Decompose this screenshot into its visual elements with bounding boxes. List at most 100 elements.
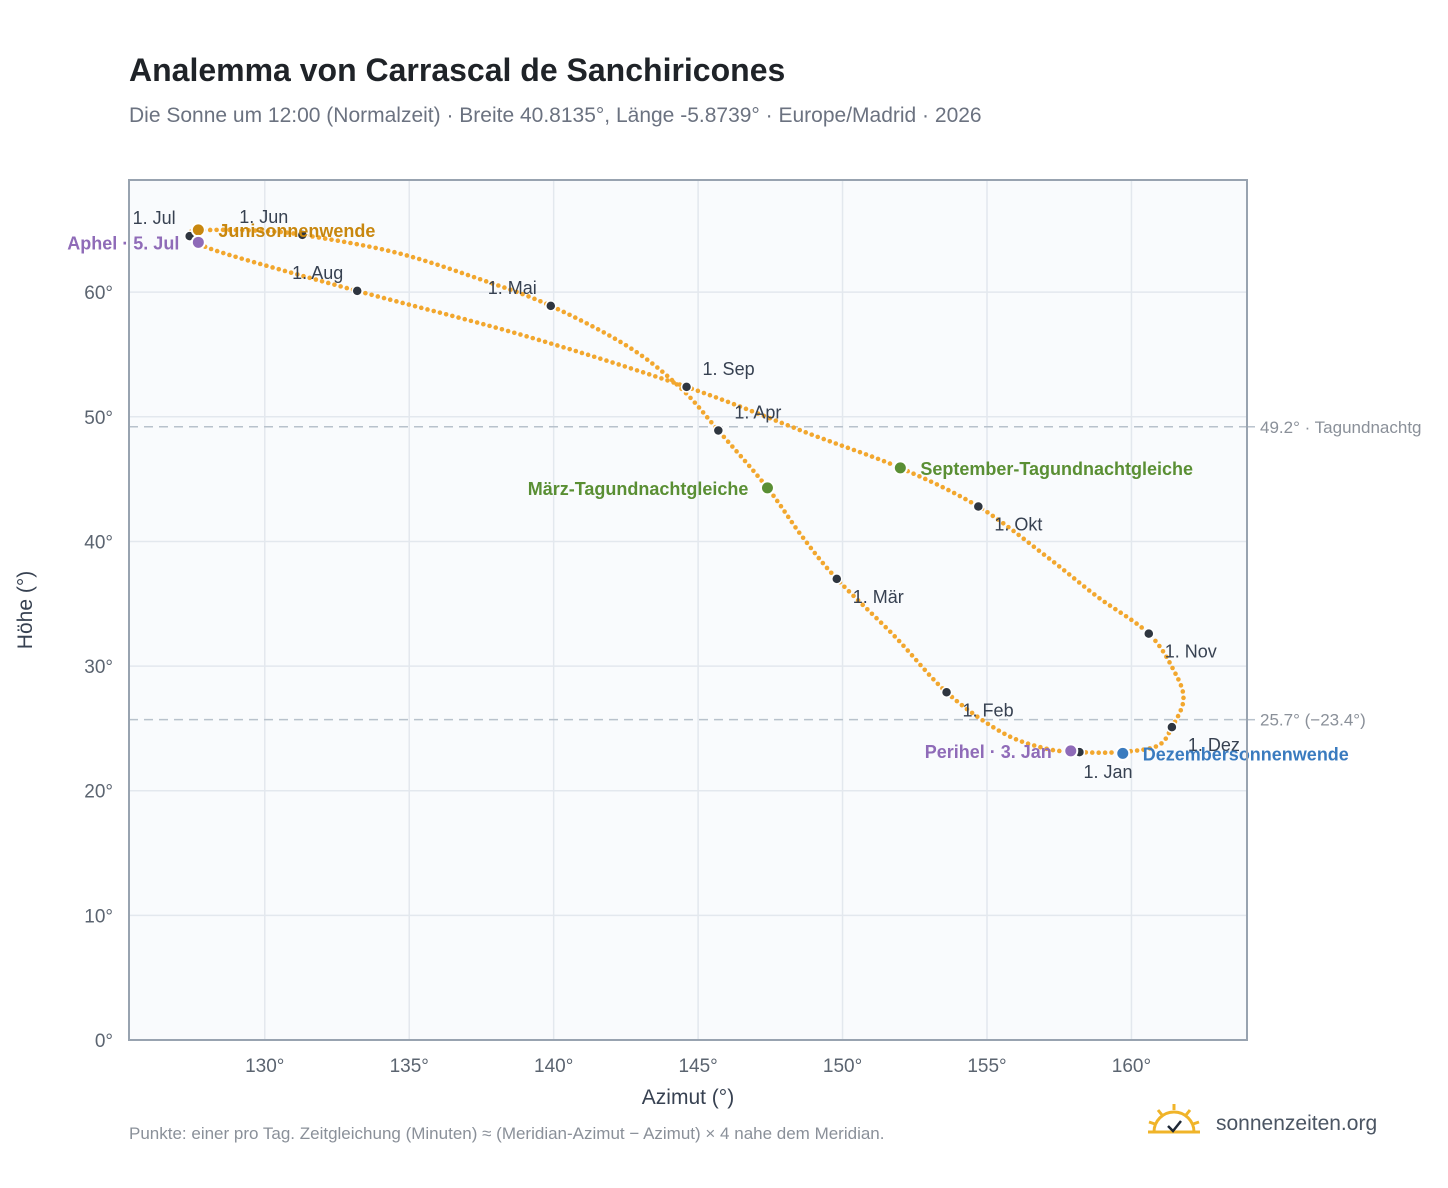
day-dot: [381, 295, 387, 301]
month-label: 1. Nov: [1165, 642, 1217, 662]
day-dot: [1000, 521, 1006, 526]
footnote: Punkte: einer pro Tag. Zeitgleichung (Mi…: [129, 1124, 885, 1143]
day-dot: [233, 254, 238, 260]
day-dot: [761, 413, 767, 419]
day-dot: [579, 350, 585, 356]
day-dot: [1031, 544, 1037, 550]
day-dot: [917, 474, 922, 479]
day-dot: [1159, 741, 1164, 746]
day-dot: [964, 706, 970, 712]
day-dot: [502, 285, 507, 290]
month-marker: [296, 229, 309, 241]
day-dot: [985, 510, 990, 515]
x-tick-label: 160°: [1112, 1056, 1151, 1077]
day-dot: [863, 452, 869, 457]
month-marker: [680, 381, 693, 393]
day-dot: [785, 423, 791, 428]
month-label: 1. Feb: [963, 700, 1014, 720]
day-dot: [607, 333, 612, 338]
brand[interactable]: sonnenzeiten.org: [1146, 1102, 1396, 1146]
event-markers: Junisonnenwende Aphel · 5. Jul März-Tagund…: [67, 221, 1349, 764]
event-marker: [190, 222, 206, 238]
day-dot: [1086, 588, 1092, 593]
day-dot: [875, 456, 881, 462]
day-dot: [555, 343, 560, 348]
day-dot: [598, 356, 603, 361]
day-dot: [538, 298, 543, 304]
day-dot: [674, 382, 680, 387]
day-dot: [1051, 560, 1057, 565]
day-dot: [601, 330, 607, 335]
x-tick-labels: 130° 135° 140° 145° 150° 155° 160°: [245, 1056, 1151, 1077]
day-dot: [1160, 648, 1166, 654]
day-dot: [288, 270, 294, 275]
day-dot: [474, 320, 480, 325]
day-dot: [518, 332, 523, 337]
day-dot: [1163, 736, 1169, 741]
day-dot: [282, 268, 288, 274]
day-dot: [887, 461, 893, 466]
day-dot: [896, 638, 902, 644]
day-dot: [1167, 660, 1172, 665]
day-dot: [713, 395, 719, 400]
day-dot: [239, 227, 245, 233]
day-dot: [815, 434, 821, 440]
y-tick-labels: 0° 10° 20° 30° 40° 50° 60°: [84, 283, 113, 1052]
x-tick-label: 155°: [967, 1056, 1006, 1077]
x-axis-label: Azimut (°): [642, 1086, 734, 1109]
day-dot: [969, 710, 975, 716]
day-dot: [1021, 536, 1027, 542]
day-dot: [1050, 747, 1056, 753]
day-dot: [746, 463, 752, 469]
day-dot: [688, 395, 693, 401]
day-dot: [1176, 677, 1181, 682]
day-dot: [618, 339, 623, 345]
day-dot: [623, 342, 629, 348]
day-dot: [759, 478, 764, 483]
day-dot: [425, 307, 430, 312]
day-dot: [696, 405, 702, 410]
day-dot: [901, 643, 906, 649]
day-dot: [369, 292, 374, 298]
month-label: 1. Mai: [488, 278, 537, 298]
event-label: Aphel · 5. Jul: [67, 233, 179, 253]
month-marker: [545, 300, 557, 312]
day-dot: [423, 258, 428, 264]
day-dot: [1109, 750, 1114, 755]
day-dot: [771, 493, 776, 499]
day-dot: [634, 349, 640, 355]
day-dot: [227, 252, 232, 258]
day-dot: [655, 365, 660, 370]
x-tick-label: 130°: [245, 1056, 284, 1077]
day-dot: [239, 256, 245, 261]
month-label: 1. Jun: [239, 207, 288, 227]
day-dot: [985, 721, 991, 727]
day-dot: [755, 473, 760, 478]
day-dot: [883, 624, 888, 630]
day-dot: [1011, 528, 1016, 534]
y-tick-label: 50°: [84, 408, 113, 429]
day-dot: [1081, 584, 1087, 589]
day-dot: [555, 306, 561, 312]
day-dot: [542, 339, 548, 345]
day-dot: [839, 443, 845, 448]
day-dot: [284, 230, 290, 235]
month-label: 1. Sep: [703, 359, 755, 379]
day-dot: [418, 305, 424, 311]
day-dot: [968, 499, 974, 505]
day-dot: [1016, 532, 1021, 538]
day-dot: [1076, 580, 1082, 585]
day-dot: [669, 377, 675, 383]
day-dot: [1041, 552, 1047, 557]
day-dot: [846, 589, 852, 594]
day-dot: [251, 259, 257, 265]
day-dot: [963, 496, 968, 502]
day-dot: [1134, 621, 1139, 626]
day-dot: [567, 346, 572, 352]
day-dot: [612, 336, 618, 341]
day-dot: [707, 392, 713, 398]
day-dot: [447, 266, 453, 272]
day-dot: [548, 341, 554, 346]
day-dot: [709, 419, 714, 425]
day-dot: [252, 228, 258, 233]
